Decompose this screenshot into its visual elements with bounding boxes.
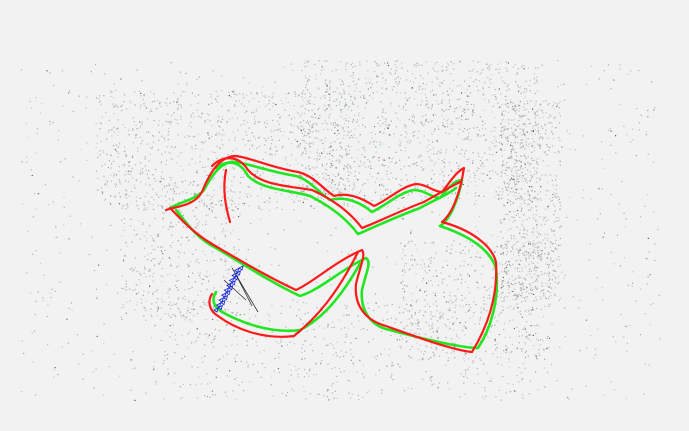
- ground-truth-path: [168, 160, 499, 350]
- camera-frustum-line: [223, 267, 259, 313]
- estimated-trajectory: [164, 154, 498, 354]
- point-cloud: [20, 60, 661, 401]
- ground-truth-loop: [212, 258, 364, 333]
- camera-frustums: [223, 267, 259, 313]
- estimated-path: [164, 154, 498, 354]
- estimated-loop: [208, 250, 360, 338]
- estimated-inner: [210, 157, 462, 230]
- camera-frustum-markers: [213, 265, 244, 313]
- estimated-branch: [223, 168, 232, 224]
- ground-truth-inner: [214, 161, 458, 236]
- ground-truth-trajectory: [168, 160, 499, 350]
